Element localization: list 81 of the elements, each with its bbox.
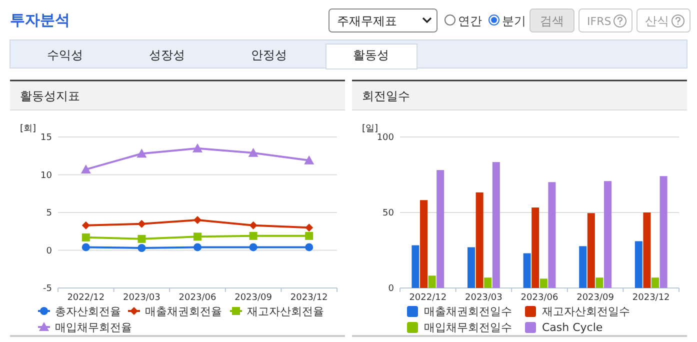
x-tick-label: 2023/03 bbox=[123, 293, 160, 303]
point bbox=[194, 232, 202, 241]
text: 산식 bbox=[645, 14, 669, 28]
bar bbox=[652, 278, 659, 288]
bar bbox=[492, 162, 500, 288]
legend-label: 매입채무회전율 bbox=[55, 321, 132, 334]
point bbox=[192, 143, 202, 152]
bar bbox=[643, 212, 651, 288]
bar bbox=[596, 278, 604, 288]
point bbox=[249, 243, 258, 252]
bar bbox=[412, 245, 420, 288]
point bbox=[249, 232, 258, 240]
y-tick-label: -5 bbox=[43, 284, 52, 294]
legend-label: 재고자산회전일수 bbox=[542, 305, 630, 318]
chart-title: 활동성지표 bbox=[20, 89, 80, 103]
text: 주재무제표 bbox=[337, 14, 397, 28]
y-tick-label: 0 bbox=[46, 246, 52, 256]
x-tick-label: 2023/06 bbox=[178, 293, 216, 303]
bar bbox=[532, 208, 540, 288]
point bbox=[305, 232, 314, 240]
point bbox=[138, 220, 146, 228]
bar bbox=[436, 170, 444, 288]
y-tick-label: 5 bbox=[46, 208, 52, 218]
bar bbox=[579, 246, 587, 288]
bar bbox=[540, 278, 548, 288]
x-tick-label: 2023/09 bbox=[234, 293, 272, 303]
point bbox=[82, 233, 90, 242]
text: 연간 bbox=[458, 14, 482, 28]
point bbox=[248, 148, 258, 157]
chart-title: 회전일수 bbox=[362, 89, 410, 103]
y-tick-label: 100 bbox=[376, 133, 394, 143]
text: 투자분석 bbox=[10, 11, 70, 29]
x-tick-label: 2023/06 bbox=[520, 293, 558, 303]
bar bbox=[548, 182, 556, 288]
bar bbox=[468, 247, 475, 288]
bar bbox=[428, 276, 436, 288]
legend-label: Cash Cycle bbox=[542, 321, 603, 334]
text: 안정성 bbox=[251, 48, 287, 62]
y-tick-label: 15 bbox=[40, 133, 52, 143]
x-tick-label: 2023/12 bbox=[290, 293, 328, 303]
bar bbox=[420, 200, 428, 288]
y-tick-label: 50 bbox=[382, 208, 394, 218]
bar bbox=[634, 241, 642, 288]
y-tick-label: 0 bbox=[388, 284, 394, 294]
point bbox=[305, 224, 314, 232]
bar bbox=[523, 253, 531, 288]
legend-label: 매입채무회전일수 bbox=[424, 321, 512, 334]
point bbox=[194, 243, 202, 252]
text: 성장성 bbox=[149, 48, 185, 62]
bar bbox=[587, 213, 595, 288]
point bbox=[249, 221, 258, 230]
legend-label: 매출채권회전일수 bbox=[424, 305, 512, 318]
bar bbox=[660, 176, 668, 288]
x-tick-label: 2022/12 bbox=[67, 293, 105, 303]
point bbox=[82, 221, 90, 230]
point bbox=[194, 216, 202, 224]
x-tick-label: 2023/09 bbox=[576, 293, 614, 303]
point bbox=[82, 243, 90, 252]
text: IFRS bbox=[587, 15, 612, 28]
legend-label: 총자산회전율 bbox=[55, 305, 121, 318]
point bbox=[304, 155, 314, 164]
point bbox=[305, 243, 314, 252]
text: 활동성 bbox=[353, 48, 389, 62]
bar bbox=[484, 278, 492, 288]
y-tick-label: 10 bbox=[40, 170, 52, 181]
text: 수익성 bbox=[47, 48, 83, 62]
x-tick-label: 2023/12 bbox=[632, 293, 670, 303]
bar bbox=[476, 192, 484, 288]
point bbox=[80, 164, 91, 174]
legend-label: 매출채권회전율 bbox=[145, 305, 222, 318]
text: 검색 bbox=[540, 14, 564, 28]
point bbox=[136, 148, 147, 158]
y-axis-title: [일] bbox=[362, 124, 378, 134]
legend-label: 재고자산회전율 bbox=[247, 305, 324, 318]
point bbox=[138, 234, 146, 243]
bar bbox=[604, 181, 612, 288]
point bbox=[138, 244, 146, 252]
x-tick-label: 2022/12 bbox=[409, 293, 447, 303]
y-axis-title: [회] bbox=[20, 124, 36, 134]
x-tick-label: 2023/03 bbox=[465, 293, 502, 303]
text: 분기 bbox=[502, 14, 526, 28]
